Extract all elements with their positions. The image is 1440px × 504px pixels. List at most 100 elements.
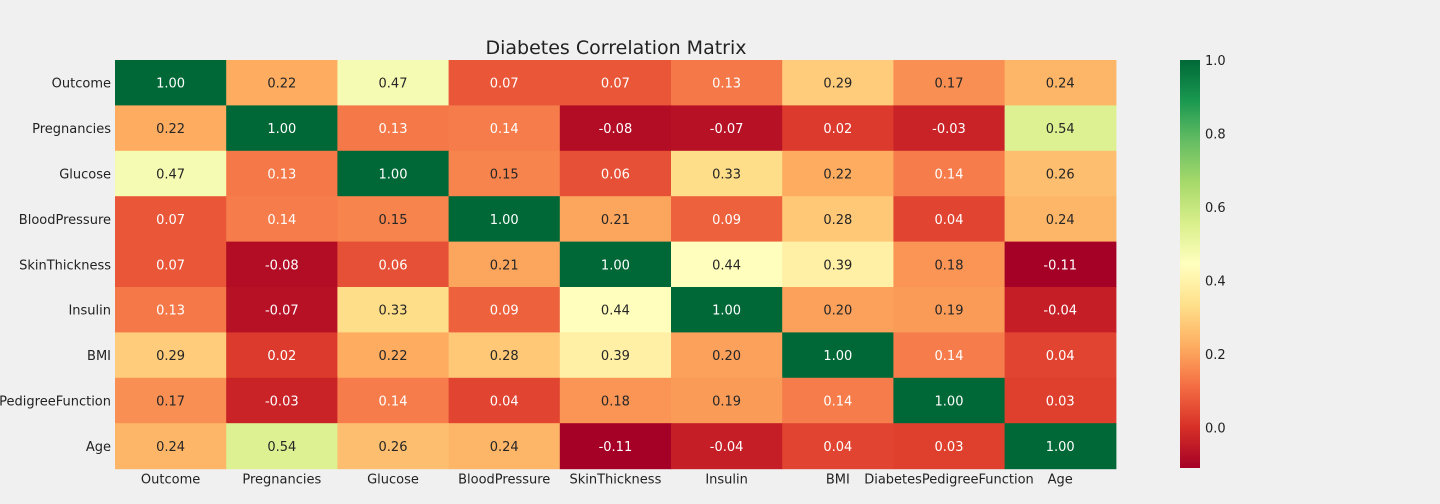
- cell-value-label-3-5: 0.09: [712, 213, 741, 228]
- heatmap-cell-2-2: [337, 150, 450, 197]
- heatmap-cell-1-0: [115, 105, 227, 152]
- cell-value-label-2-3: 0.15: [490, 168, 519, 183]
- heatmap-cell-3-3: [448, 196, 561, 243]
- heatmap-cell-5-0: [115, 287, 227, 333]
- column-tick-label-5: Insulin: [705, 473, 748, 488]
- cell-value-label-5-1: -0.07: [265, 304, 299, 319]
- cell-value-label-1-6: 0.02: [823, 122, 852, 137]
- heatmap-cell-7-4: [559, 377, 672, 424]
- heatmap-cell-1-2: [337, 105, 450, 152]
- heatmap-cell-6-8: [1004, 332, 1117, 379]
- cell-value-label-8-0: 0.24: [156, 440, 185, 455]
- cell-value-label-4-3: 0.21: [490, 258, 519, 273]
- heatmap-cell-0-5: [671, 60, 783, 106]
- cell-value-label-6-0: 0.29: [156, 349, 185, 364]
- cell-value-label-5-7: 0.19: [935, 304, 964, 319]
- cell-value-label-5-2: 0.33: [379, 304, 408, 319]
- heatmap-cell-1-3: [448, 105, 561, 152]
- cell-value-label-8-2: 0.26: [379, 440, 408, 455]
- heatmap-cell-1-8: [1004, 105, 1117, 152]
- heatmap-cell-4-6: [782, 241, 894, 288]
- heatmap-cell-6-1: [226, 332, 338, 379]
- heatmap-cell-2-6: [782, 150, 894, 197]
- heatmap-cell-7-7: [893, 377, 1006, 424]
- cell-value-label-2-7: 0.14: [935, 168, 964, 183]
- row-tick-label-8: Age: [86, 440, 111, 455]
- cell-value-label-7-5: 0.19: [712, 395, 741, 410]
- heatmap-cell-8-1: [226, 423, 338, 470]
- heatmap-cell-7-8: [1004, 377, 1117, 424]
- heatmap-cell-5-3: [448, 287, 561, 333]
- heatmap-cell-2-3: [448, 150, 561, 197]
- heatmap-cell-3-7: [893, 196, 1006, 243]
- heatmap-cell-6-2: [337, 332, 450, 379]
- cell-value-label-1-4: -0.08: [599, 122, 633, 137]
- cell-value-label-7-4: 0.18: [601, 395, 630, 410]
- cell-value-label-7-6: 0.14: [823, 395, 852, 410]
- heatmap-cell-7-6: [782, 377, 894, 424]
- cell-value-label-0-4: 0.07: [601, 77, 630, 92]
- cell-value-label-0-7: 0.17: [935, 77, 964, 92]
- cell-value-label-7-7: 1.00: [935, 395, 964, 410]
- heatmap-cell-1-1: [226, 105, 338, 152]
- heatmap-cell-4-7: [893, 241, 1006, 288]
- colorbar-tick-label-1: 0.2: [1205, 348, 1226, 363]
- colorbar-tick-label-0: 0.0: [1205, 422, 1226, 437]
- cell-value-label-5-8: -0.04: [1043, 304, 1077, 319]
- heatmap-cell-0-2: [337, 60, 450, 106]
- cell-value-label-4-5: 0.44: [712, 258, 741, 273]
- heatmap-cell-2-5: [671, 150, 783, 197]
- colorbar-tick-label-2: 0.4: [1205, 275, 1226, 290]
- row-tick-label-0: Outcome: [52, 77, 111, 92]
- heatmap-cell-8-2: [337, 423, 450, 470]
- heatmap-cell-3-5: [671, 196, 783, 243]
- heatmap-cell-0-6: [782, 60, 894, 106]
- cell-value-label-2-4: 0.06: [601, 168, 630, 183]
- heatmap-cell-7-2: [337, 377, 450, 424]
- heatmap-cell-7-3: [448, 377, 561, 424]
- heatmap-cell-6-4: [559, 332, 672, 379]
- row-tick-label-6: BMI: [87, 349, 111, 364]
- row-tick-label-5: Insulin: [68, 304, 111, 319]
- cell-value-label-6-8: 0.04: [1046, 349, 1075, 364]
- cell-value-label-0-1: 0.22: [267, 77, 296, 92]
- heatmap-cell-4-4: [559, 241, 672, 288]
- heatmap-cell-3-1: [226, 196, 338, 243]
- cell-value-label-7-8: 0.03: [1046, 395, 1075, 410]
- heatmap-cell-8-8: [1004, 423, 1117, 470]
- cell-value-label-3-6: 0.28: [823, 213, 852, 228]
- cell-value-label-6-7: 0.14: [935, 349, 964, 364]
- heatmap-cell-8-6: [782, 423, 894, 470]
- heatmap-cell-5-8: [1004, 287, 1117, 333]
- column-tick-label-3: BloodPressure: [458, 473, 550, 488]
- cell-value-label-7-0: 0.17: [156, 395, 185, 410]
- cell-value-label-1-2: 0.13: [379, 122, 408, 137]
- heatmap-cell-3-4: [559, 196, 672, 243]
- cell-value-label-0-6: 0.29: [823, 77, 852, 92]
- heatmap-cell-2-7: [893, 150, 1006, 197]
- cell-value-label-4-2: 0.06: [379, 258, 408, 273]
- heatmap-cell-0-8: [1004, 60, 1117, 106]
- cell-value-label-8-4: -0.11: [599, 440, 633, 455]
- heatmap-cell-3-2: [337, 196, 450, 243]
- heatmap-cell-4-0: [115, 241, 227, 288]
- cell-value-label-5-6: 0.20: [823, 304, 852, 319]
- colorbar-gradient: [1180, 60, 1200, 468]
- cell-value-label-0-2: 0.47: [379, 77, 408, 92]
- cell-value-label-3-4: 0.21: [601, 213, 630, 228]
- heatmap-cell-0-0: [115, 60, 227, 106]
- heatmap-cell-4-2: [337, 241, 450, 288]
- heatmap-cell-1-5: [671, 105, 783, 152]
- column-tick-label-4: SkinThickness: [569, 473, 661, 488]
- row-tick-label-2: Glucose: [59, 168, 111, 183]
- cell-value-label-1-7: -0.03: [932, 122, 966, 137]
- colorbar: 0.0 0.2 0.4 0.6 0.8 1.0: [1180, 54, 1226, 468]
- heatmap-cell-1-4: [559, 105, 672, 152]
- cell-value-label-2-2: 1.00: [379, 168, 408, 183]
- cell-value-label-4-1: -0.08: [265, 258, 299, 273]
- cell-value-label-6-3: 0.28: [490, 349, 519, 364]
- heatmap-cell-6-5: [671, 332, 783, 379]
- heatmap-cell-8-7: [893, 423, 1006, 470]
- heatmap-cell-4-1: [226, 241, 338, 288]
- cell-value-label-7-3: 0.04: [490, 395, 519, 410]
